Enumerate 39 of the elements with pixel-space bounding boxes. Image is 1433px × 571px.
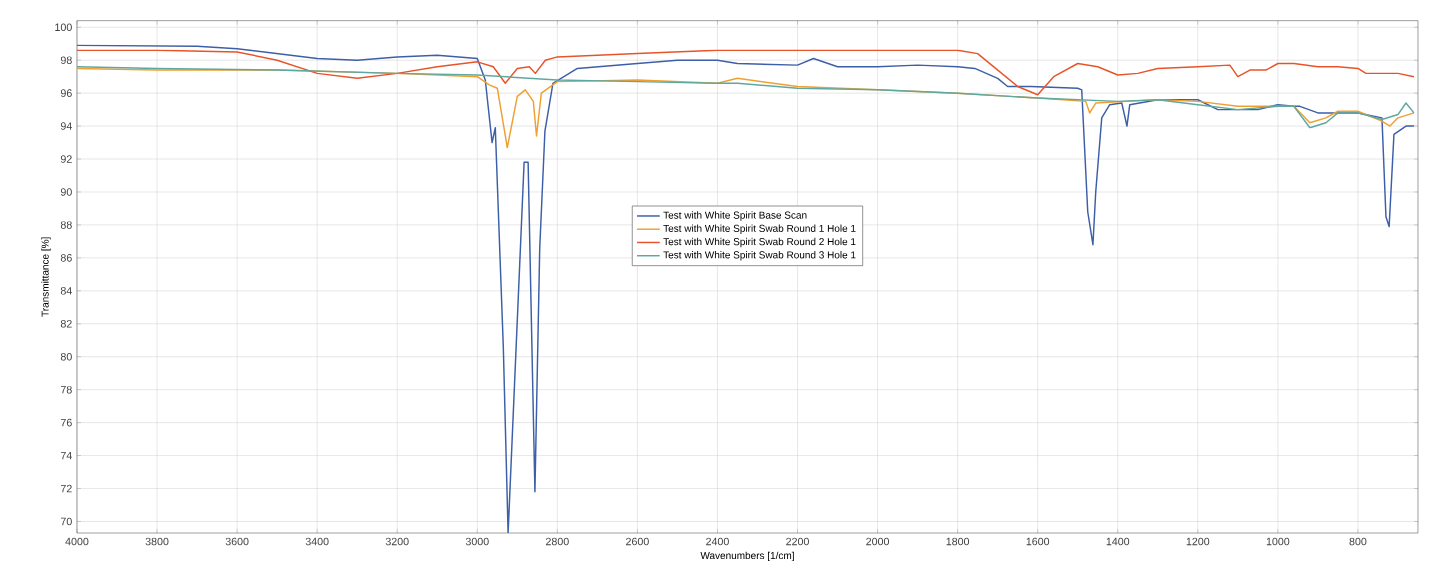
x-tick-label: 2400 [706, 537, 729, 546]
x-tick-label: 1200 [1186, 537, 1210, 546]
y-tick-label: 72 [60, 484, 72, 493]
y-tick-label: 78 [60, 385, 72, 394]
x-tick-label: 2600 [626, 537, 649, 546]
y-tick-label: 86 [60, 254, 72, 262]
x-tick-label: 1000 [1266, 537, 1290, 546]
legend-label: Test with White Spirit Swab Round 2 Hole 1 [663, 237, 856, 248]
legend-label: Test with White Spirit Swab Round 3 Hole 1 [663, 251, 856, 261]
x-tick-label: 1400 [1106, 537, 1130, 546]
x-tick-label: 3200 [385, 537, 409, 546]
x-tick-label: 2800 [546, 537, 569, 546]
x-tick-label: 2000 [866, 537, 890, 546]
x-axis-title: Wavenumbers [1/cm] [700, 551, 794, 562]
legend-label: Test with White Spirit Swab Round 1 Hole 1 [663, 224, 856, 234]
y-tick-label: 80 [60, 352, 72, 361]
x-tick-label: 1600 [1026, 537, 1050, 546]
x-tick-label: 3400 [305, 537, 329, 546]
legend-label: Test with White Spirit Base Scan [663, 211, 807, 221]
y-tick-label: 90 [60, 188, 72, 196]
y-tick-label: 96 [60, 89, 72, 97]
y-tick-label: 84 [60, 287, 72, 295]
x-tick-label: 800 [1349, 537, 1367, 546]
y-tick-label: 94 [60, 122, 72, 130]
x-tick-label: 3800 [145, 537, 169, 546]
y-tick-label: 76 [60, 418, 72, 427]
x-tick-label: 3000 [465, 537, 489, 546]
x-tick-label: 3600 [225, 537, 249, 546]
y-tick-label: 74 [60, 451, 72, 460]
x-tick-label: 4000 [65, 537, 89, 546]
y-tick-label: 100 [55, 23, 72, 32]
y-tick-label: 70 [60, 517, 72, 526]
y-axis-title: Transmittance [%] [41, 237, 51, 317]
y-tick-label: 98 [60, 56, 72, 64]
y-tick-label: 82 [60, 320, 72, 328]
y-tick-label: 88 [60, 221, 72, 229]
x-tick-label: 1800 [946, 537, 970, 546]
y-tick-label: 92 [60, 155, 72, 163]
x-tick-label: 2200 [786, 537, 809, 546]
